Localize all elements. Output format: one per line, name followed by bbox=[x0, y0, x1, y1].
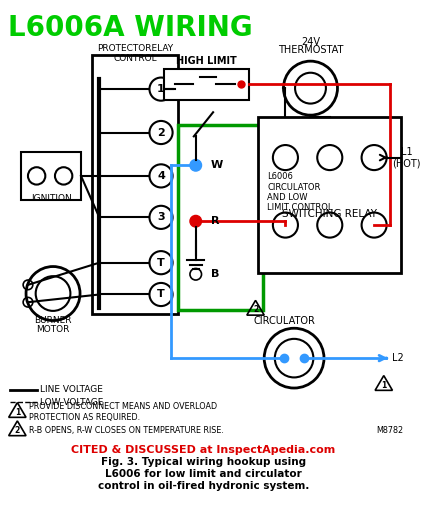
Text: SWITCHING RELAY: SWITCHING RELAY bbox=[282, 208, 377, 218]
Text: PROTECTORELAY: PROTECTORELAY bbox=[97, 44, 173, 53]
Text: CITED & DISCUSSED at InspectApedia.com: CITED & DISCUSSED at InspectApedia.com bbox=[71, 445, 335, 455]
Text: B: B bbox=[211, 269, 220, 279]
Text: MOTOR: MOTOR bbox=[36, 325, 70, 334]
Circle shape bbox=[190, 268, 201, 280]
Text: control in oil-fired hydronic system.: control in oil-fired hydronic system. bbox=[98, 481, 309, 491]
Text: IGNITION: IGNITION bbox=[31, 194, 71, 203]
Circle shape bbox=[149, 121, 173, 144]
Text: M8782: M8782 bbox=[376, 426, 403, 435]
Text: 2: 2 bbox=[157, 128, 165, 138]
Text: BURNER: BURNER bbox=[34, 316, 72, 325]
Text: 1: 1 bbox=[157, 84, 165, 94]
Text: THERMOSTAT: THERMOSTAT bbox=[278, 45, 343, 55]
Circle shape bbox=[149, 164, 173, 187]
Circle shape bbox=[190, 160, 201, 171]
Bar bbox=[92, 55, 179, 314]
Circle shape bbox=[149, 283, 173, 306]
Text: CONTROL: CONTROL bbox=[113, 54, 157, 63]
Text: W: W bbox=[211, 161, 223, 170]
Bar bbox=[258, 117, 401, 273]
Text: LOW VOLTAGE: LOW VOLTAGE bbox=[41, 398, 104, 407]
Text: 2: 2 bbox=[15, 426, 20, 435]
Text: L6006 for low limit and circulator: L6006 for low limit and circulator bbox=[105, 469, 302, 479]
Text: Fig. 3. Typical wiring hookup using: Fig. 3. Typical wiring hookup using bbox=[101, 458, 306, 467]
Text: HIGH LIMIT: HIGH LIMIT bbox=[176, 56, 237, 66]
Text: 3: 3 bbox=[157, 212, 165, 223]
Text: PROVIDE DISCONNECT MEANS AND OVERLOAD
PROTECTION AS REQUIRED.: PROVIDE DISCONNECT MEANS AND OVERLOAD PR… bbox=[29, 402, 217, 422]
Text: LINE VOLTAGE: LINE VOLTAGE bbox=[41, 386, 103, 394]
Text: L1
(HOT): L1 (HOT) bbox=[393, 147, 421, 168]
Text: CIRCULATOR: CIRCULATOR bbox=[253, 316, 316, 326]
Text: R: R bbox=[211, 216, 220, 226]
Text: T: T bbox=[157, 290, 165, 300]
Circle shape bbox=[190, 215, 201, 227]
Circle shape bbox=[149, 251, 173, 274]
Bar bbox=[21, 152, 81, 200]
Text: R-B OPENS, R-W CLOSES ON TEMPERATURE RISE.: R-B OPENS, R-W CLOSES ON TEMPERATURE RIS… bbox=[29, 426, 224, 435]
Text: 1: 1 bbox=[381, 380, 386, 390]
Text: L6006
CIRCULATOR
AND LOW
LIMIT CONTROL: L6006 CIRCULATOR AND LOW LIMIT CONTROL bbox=[267, 172, 332, 212]
Text: 1: 1 bbox=[15, 407, 20, 417]
Bar bbox=[164, 69, 249, 100]
Text: 4: 4 bbox=[157, 171, 165, 181]
Text: T: T bbox=[157, 258, 165, 268]
Text: 2: 2 bbox=[253, 305, 258, 314]
Bar bbox=[179, 125, 263, 310]
Text: L6006A WIRING: L6006A WIRING bbox=[8, 14, 253, 42]
Text: 24V: 24V bbox=[301, 37, 320, 47]
Circle shape bbox=[149, 78, 173, 101]
Circle shape bbox=[149, 206, 173, 229]
Text: L2: L2 bbox=[393, 353, 404, 363]
